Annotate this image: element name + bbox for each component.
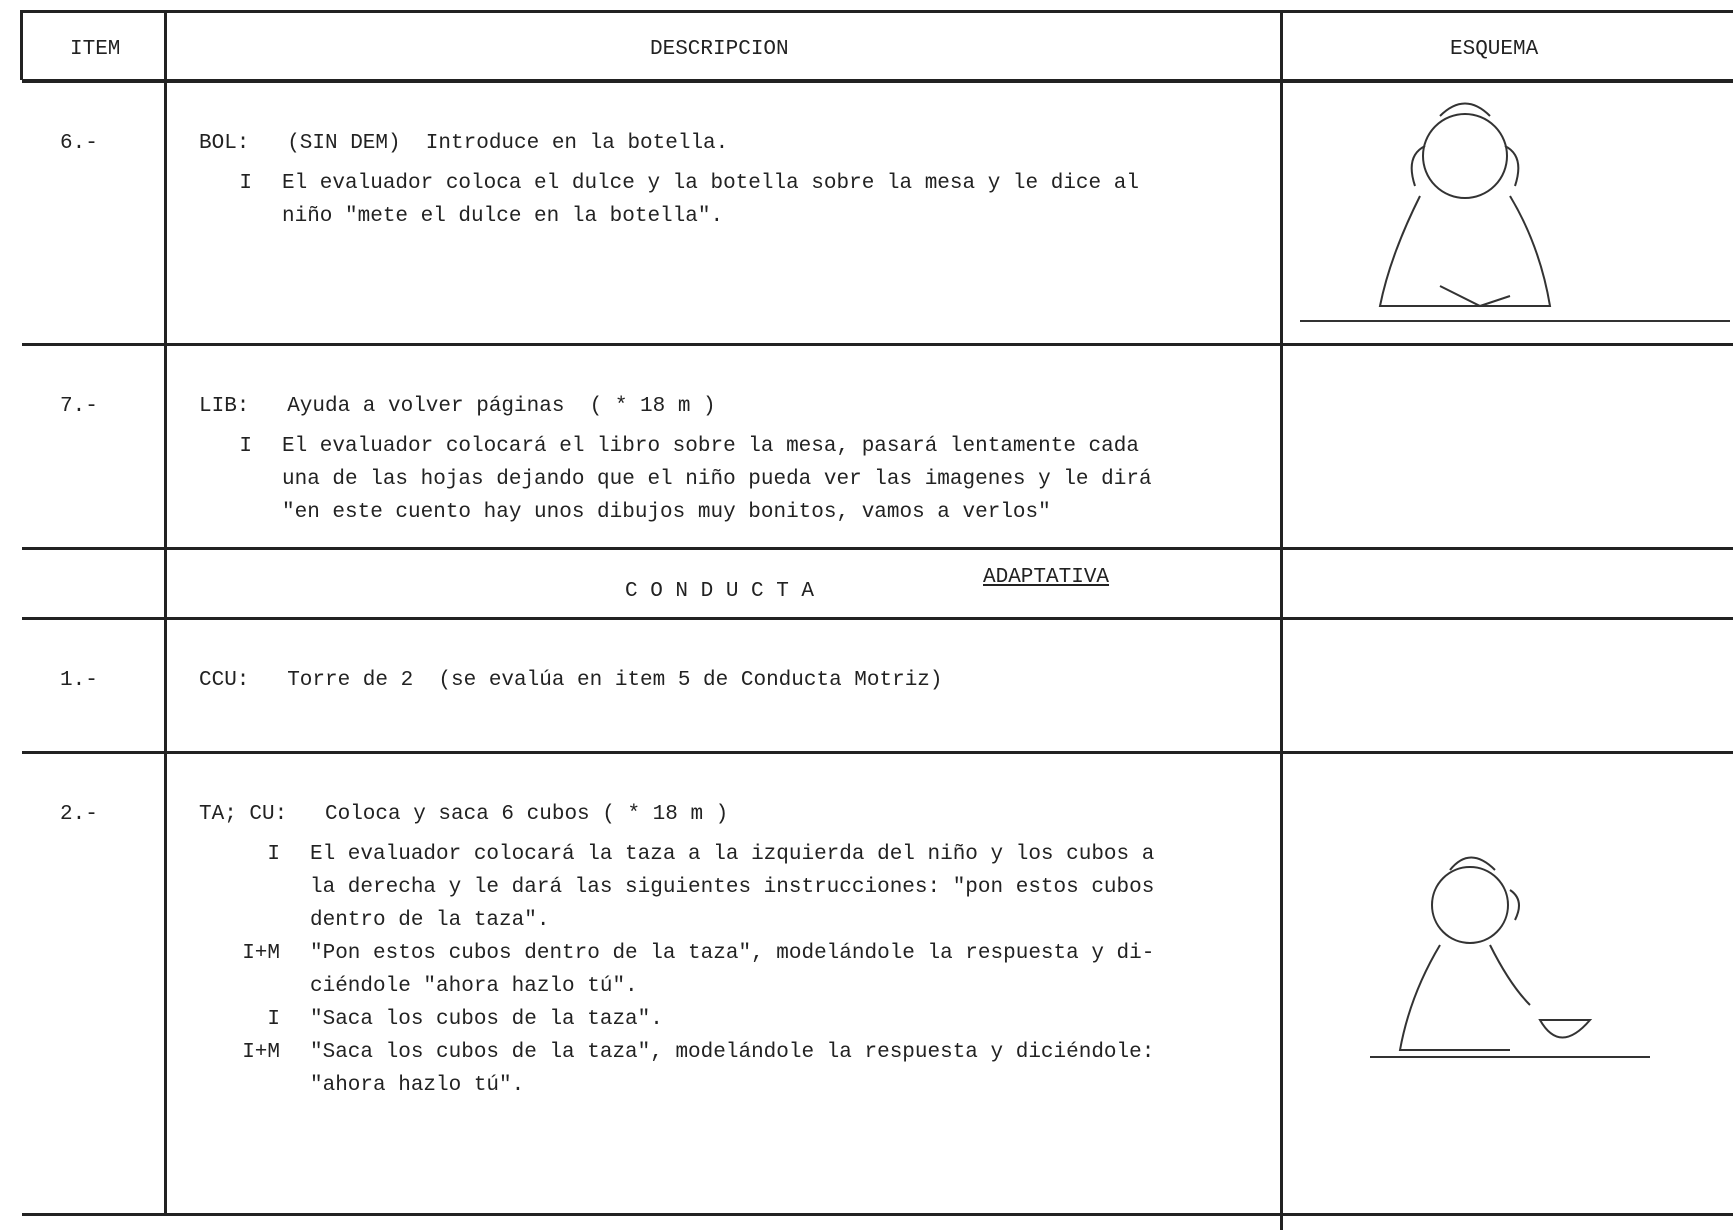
line-text: niño "mete el dulce en la botella". (282, 205, 724, 228)
item-code: BOL: (199, 132, 250, 155)
line-text: dentro de la taza". (310, 909, 550, 932)
line-label: I+M (242, 942, 280, 965)
line-label: I (267, 843, 280, 866)
rule (22, 343, 1733, 346)
line-text: "Saca los cubos de la taza". (310, 1008, 663, 1031)
line-text: El evaluador colocará la taza a la izqui… (310, 843, 1155, 866)
item-title: Torre de 2 (se evalúa en item 5 de Condu… (287, 669, 943, 692)
sketch (1300, 102, 1730, 322)
rule (22, 79, 1733, 83)
line-text: El evaluador coloca el dulce y la botell… (282, 172, 1139, 195)
rule (22, 1213, 1733, 1216)
header-item: ITEM (70, 38, 121, 61)
line-text: "en este cuento hay unos dibujos muy bon… (282, 501, 1051, 524)
item-number: 7.- (60, 395, 98, 418)
rule (22, 547, 1733, 550)
rule (1280, 10, 1283, 1230)
item-number: 6.- (60, 132, 98, 155)
line-text: la derecha y le dará las siguientes inst… (310, 876, 1155, 899)
rule (20, 10, 23, 80)
rule (164, 10, 167, 1215)
line-text: "Pon estos cubos dentro de la taza", mod… (310, 942, 1155, 965)
line-label: I (239, 172, 252, 195)
line-text: El evaluador colocará el libro sobre la … (282, 435, 1139, 458)
item-number: 1.- (60, 669, 98, 692)
line-text: ciéndole "ahora hazlo tú". (310, 975, 638, 998)
section-title: C O N D U C T A (625, 580, 815, 603)
line-text: "ahora hazlo tú". (310, 1074, 525, 1097)
line-label: I+M (242, 1041, 280, 1064)
item-number: 2.- (60, 803, 98, 826)
line-label: I (239, 435, 252, 458)
item-title: (SIN DEM) Introduce en la botella. (287, 132, 729, 155)
sketch (1370, 856, 1650, 1058)
item-title: Coloca y saca 6 cubos ( * 18 m ) (325, 803, 729, 826)
item-code: CCU: (199, 669, 250, 692)
item-title: Ayuda a volver páginas ( * 18 m ) (287, 395, 716, 418)
item-code: LIB: (199, 395, 250, 418)
item-code: TA; CU: (199, 803, 288, 826)
line-text: "Saca los cubos de la taza", modelándole… (310, 1041, 1155, 1064)
line-text: una de las hojas dejando que el niño pue… (282, 468, 1152, 491)
rule (22, 617, 1733, 620)
header-description: DESCRIPCION (650, 38, 789, 61)
header-schema: ESQUEMA (1450, 38, 1539, 61)
rule (22, 751, 1733, 754)
rule (22, 10, 1733, 13)
line-label: I (267, 1008, 280, 1031)
section-subtitle: ADAPTATIVA (983, 566, 1110, 589)
